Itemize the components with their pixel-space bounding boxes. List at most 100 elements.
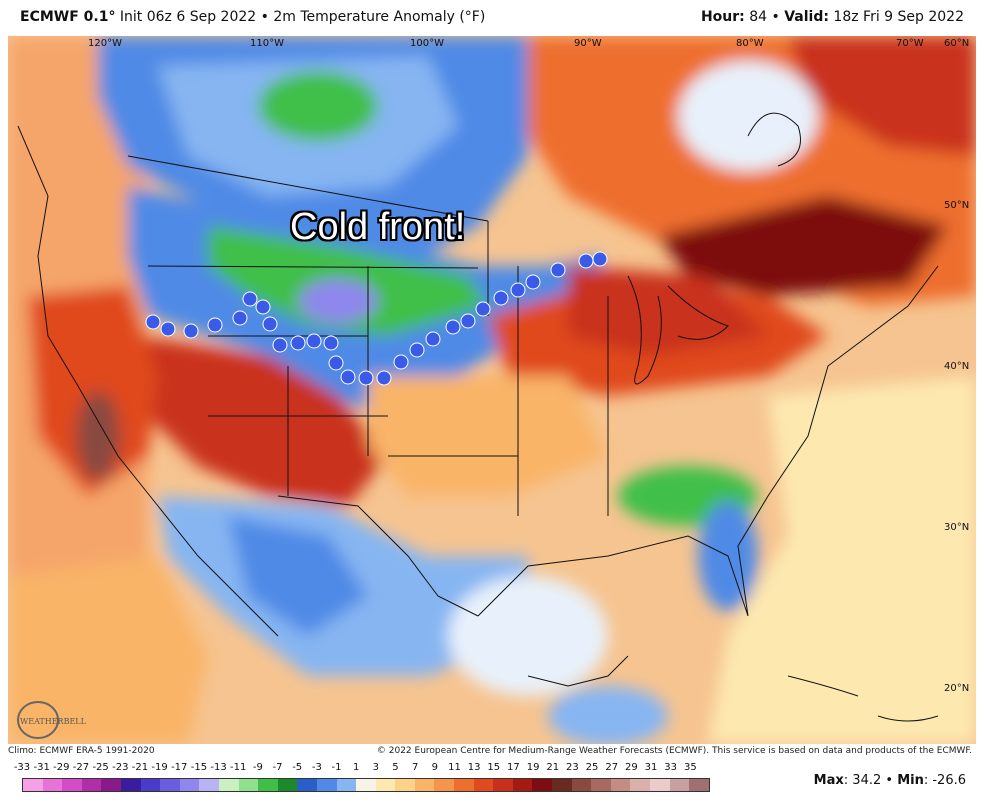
legend-tick-label: -1	[331, 762, 342, 773]
legend-tick-label: -9	[252, 762, 263, 773]
legend-swatch	[297, 779, 317, 791]
legend-swatch	[42, 779, 63, 791]
legend-colorbar	[22, 778, 710, 792]
legend-tick-label: 17	[507, 762, 520, 773]
legend-tick-label: -11	[230, 762, 247, 773]
legend-tick-label: 5	[392, 762, 399, 773]
lon-label-110: 110°W	[250, 38, 284, 49]
product-name: 2m Temperature Anomaly (°F)	[273, 9, 486, 25]
legend-swatch	[62, 779, 82, 791]
legend-tick-label: 35	[683, 762, 697, 773]
max-value: 34.2	[852, 773, 882, 788]
legend-tick-label: -25	[92, 762, 109, 773]
legend-tick-label: -17	[171, 762, 188, 773]
legend-swatch	[218, 779, 239, 791]
legend-swatch	[23, 779, 43, 791]
legend-tick-label: 21	[546, 762, 560, 773]
legend-swatch	[258, 779, 278, 791]
lat-label-30: 30°N	[944, 522, 969, 533]
legend-swatch	[434, 779, 455, 791]
max-min-readout: Max: 34.2 • Min: -26.6	[813, 773, 966, 788]
min-value: -26.6	[932, 773, 966, 788]
legend-swatch	[316, 779, 337, 791]
legend-swatch	[689, 779, 709, 791]
lat-label-40: 40°N	[944, 361, 969, 372]
legend-tick-label: 9	[431, 762, 438, 773]
legend-swatch	[395, 779, 415, 791]
legend-tick-label: -3	[311, 762, 322, 773]
legend-swatch	[238, 779, 259, 791]
legend-labels: -33 -31 -29 -27 -25 -23 -21 -19 -17 -15 -13 -11 -9 -7…	[12, 762, 712, 776]
legend-tick-label: -5	[292, 762, 303, 773]
valid-time: 18z Fri 9 Sep 2022	[833, 9, 964, 25]
lon-label-120: 120°W	[88, 38, 122, 49]
lon-label-70: 70°W	[896, 38, 924, 49]
legend-swatch	[199, 779, 219, 791]
svg-text:WEATHERBELL: WEATHERBELL	[20, 717, 87, 726]
legend-swatch	[356, 779, 376, 791]
legend-swatch	[140, 779, 161, 791]
legend-tick-label: 15	[487, 762, 501, 773]
legend-swatch	[375, 779, 396, 791]
hour-value: 84	[749, 9, 768, 25]
legend-tick-label: -23	[112, 762, 129, 773]
legend-tick-label: -33	[13, 762, 31, 773]
legend-tick-label: 31	[644, 762, 658, 773]
legend-swatch	[454, 779, 474, 791]
legend-swatch	[493, 779, 513, 791]
lat-label-60: 60°N	[944, 38, 969, 49]
lat-label-50: 50°N	[944, 200, 969, 211]
legend-tick-label: 33	[664, 762, 678, 773]
climo-note: Climo: ECMWF ERA-5 1991-2020	[8, 746, 155, 756]
legend-tick-label: 25	[585, 762, 599, 773]
legend-tick-label: 3	[372, 762, 380, 773]
temperature-anomaly-map: 120°W 110°W 100°W 90°W 80°W 70°W 60°N 50…	[8, 36, 976, 744]
title-left: ECMWF 0.1° Init 06z 6 Sep 2022 • 2m Temp…	[20, 9, 486, 25]
legend-swatch	[473, 779, 494, 791]
legend-tick-label: 19	[526, 762, 540, 773]
legend-tick-label: -31	[33, 762, 50, 773]
copyright-note: © 2022 European Centre for Medium-Range …	[376, 746, 972, 756]
legend-swatch	[532, 779, 553, 791]
legend-swatch	[277, 779, 298, 791]
model-name: ECMWF 0.1	[20, 9, 109, 25]
weatherbell-logo: WEATHERBELL	[17, 701, 87, 739]
legend-tick-label: -15	[190, 762, 208, 773]
title-right: Hour: 84 • Valid: 18z Fri 9 Sep 2022	[700, 9, 964, 25]
legend-swatch	[512, 779, 533, 791]
legend-swatch	[336, 779, 357, 791]
legend-tick-label: -27	[72, 762, 90, 773]
legend-tick-label: 27	[605, 762, 619, 773]
legend-swatch	[101, 779, 121, 791]
lon-label-90: 90°W	[574, 38, 602, 49]
legend-swatch	[650, 779, 670, 791]
init-time: Init 06z 6 Sep 2022	[119, 9, 257, 25]
legend-swatch	[414, 779, 435, 791]
legend-tick-label: -7	[272, 762, 283, 773]
legend-swatch	[571, 779, 592, 791]
cold-front-annotation: Cold front!	[290, 206, 466, 248]
legend-tick-label: -29	[53, 762, 70, 773]
header-bar: ECMWF 0.1° Init 06z 6 Sep 2022 • 2m Temp…	[0, 0, 984, 34]
lon-label-100: 100°W	[410, 38, 444, 49]
legend-tick-label: 29	[624, 762, 638, 773]
legend-swatch	[610, 779, 631, 791]
legend-swatch	[669, 779, 690, 791]
legend-tick-label: 13	[467, 762, 481, 773]
legend-swatch	[81, 779, 102, 791]
legend-swatch	[552, 779, 572, 791]
legend-swatch	[179, 779, 200, 791]
legend-swatch	[160, 779, 180, 791]
political-borders	[17, 112, 939, 722]
legend-tick-label: -13	[210, 762, 227, 773]
legend-tick-label: 23	[566, 762, 579, 773]
lat-label-20: 20°N	[944, 683, 969, 694]
cold-front-line	[145, 251, 608, 386]
legend-tick-label: 1	[352, 762, 360, 773]
legend-tick-label: 7	[411, 762, 419, 773]
lon-label-80: 80°W	[736, 38, 764, 49]
map-graphic: 120°W 110°W 100°W 90°W 80°W 70°W 60°N 50…	[8, 36, 976, 744]
legend-tick-label: -19	[151, 762, 168, 773]
legend-swatch	[591, 779, 611, 791]
color-legend: -33 -31 -29 -27 -25 -23 -21 -19 -17 -15 -13 -11 -9 -7…	[12, 762, 712, 796]
